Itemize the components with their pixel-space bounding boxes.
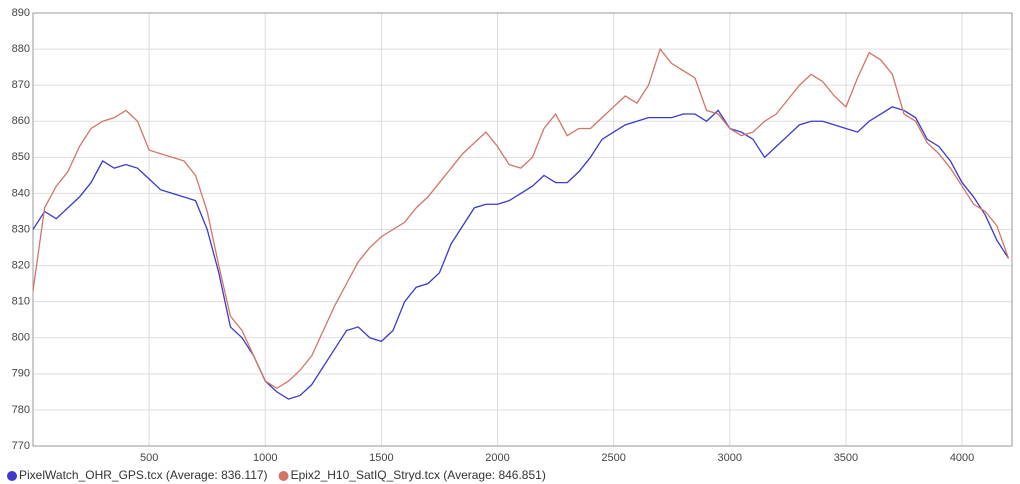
y-tick-label: 790 xyxy=(12,368,30,380)
y-tick-label: 850 xyxy=(12,151,30,163)
legend-marker xyxy=(278,471,289,481)
y-tick-label: 780 xyxy=(12,404,30,416)
legend-label: PixelWatch_OHR_GPS.tcx (Average: 836.117… xyxy=(19,468,268,482)
x-tick-label: 500 xyxy=(140,452,158,464)
y-tick-label: 820 xyxy=(12,259,30,271)
y-tick-label: 890 xyxy=(12,7,30,19)
y-tick-label: 810 xyxy=(12,296,30,308)
y-tick-label: 770 xyxy=(12,440,30,452)
series-line xyxy=(32,47,1010,390)
y-tick-label: 880 xyxy=(12,43,30,55)
legend-marker xyxy=(7,471,17,481)
x-tick-label: 1500 xyxy=(369,452,393,464)
legend-label: Epix2_H10_SatIQ_Stryd.tcx (Average: 846.… xyxy=(291,468,546,482)
x-tick-label: 1000 xyxy=(253,452,277,464)
x-tick-label: 4000 xyxy=(950,452,974,464)
y-tick-label: 840 xyxy=(12,187,30,199)
y-tick-label: 800 xyxy=(12,332,30,344)
y-tick-label: 870 xyxy=(12,79,30,91)
x-tick-label: 2000 xyxy=(485,452,509,464)
y-tick-label: 830 xyxy=(12,223,30,235)
series-line xyxy=(32,106,1010,400)
x-tick-label: 3500 xyxy=(834,452,858,464)
x-tick-label: 3000 xyxy=(718,452,742,464)
x-tick-label: 2500 xyxy=(601,452,625,464)
y-tick-label: 860 xyxy=(12,115,30,127)
legend: PixelWatch_OHR_GPS.tcx (Average: 836.117… xyxy=(7,468,546,482)
